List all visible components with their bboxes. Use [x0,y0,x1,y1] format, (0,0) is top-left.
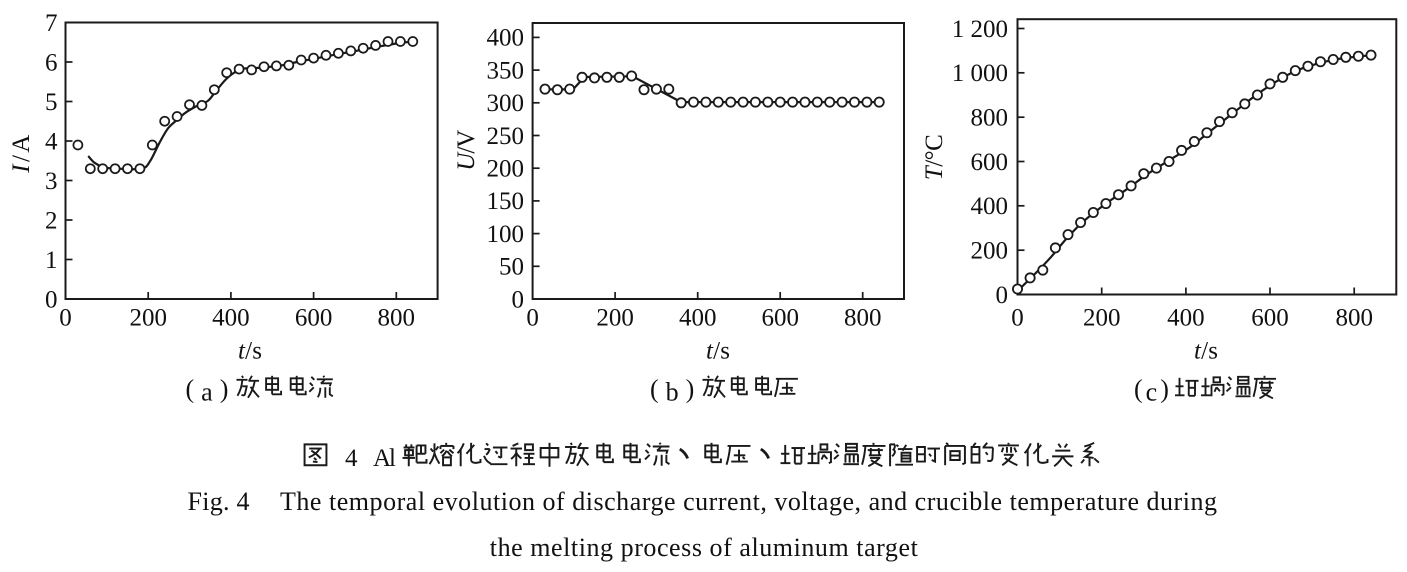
svg-text:600: 600 [761,305,799,332]
svg-text:1 200: 1 200 [952,16,1008,43]
svg-text:250: 250 [487,123,525,150]
svg-text:0: 0 [45,286,58,313]
svg-text:800: 800 [971,105,1009,132]
svg-text:150: 150 [487,188,525,215]
svg-text:The temporal evolution of disc: The temporal evolution of discharge curr… [280,487,1217,516]
svg-text:350: 350 [487,57,525,84]
svg-text:600: 600 [1251,305,1289,332]
svg-text:t/s: t/s [706,338,730,365]
svg-text:100: 100 [487,221,525,248]
svg-text:50: 50 [499,254,524,281]
svg-text:6: 6 [45,49,58,76]
svg-text:(b): (b) [650,375,701,407]
svg-text:800: 800 [844,305,882,332]
svg-text:600: 600 [295,305,333,332]
svg-text:800: 800 [378,305,416,332]
svg-text:800: 800 [1335,305,1373,332]
svg-text:400: 400 [971,193,1009,220]
svg-text:400: 400 [212,305,250,332]
svg-text:4: 4 [45,128,58,155]
svg-text:T/°C: T/°C [921,134,948,180]
svg-text:(c): (c) [1134,375,1172,407]
svg-text:U/V: U/V [453,130,480,171]
svg-text:t/s: t/s [238,338,262,365]
svg-text:5: 5 [45,89,58,116]
svg-text:200: 200 [596,305,634,332]
svg-text:200: 200 [487,156,525,183]
svg-text:300: 300 [487,90,525,117]
svg-text:1 000: 1 000 [952,60,1008,87]
svg-text:200: 200 [129,305,167,332]
svg-text:the melting process of aluminu: the melting process of aluminum target [490,533,919,562]
svg-text:600: 600 [971,149,1009,176]
svg-text:0: 0 [59,305,72,332]
svg-text:Al: Al [373,445,396,472]
svg-text:Fig. 4: Fig. 4 [188,487,250,516]
svg-text:4: 4 [345,445,358,472]
svg-text:(a): (a) [186,375,236,407]
svg-text:200: 200 [1083,305,1121,332]
svg-text:t/s: t/s [1194,338,1218,365]
svg-text:7: 7 [45,10,58,37]
svg-text:400: 400 [1167,305,1205,332]
svg-text:I/A: I/A [8,135,35,174]
svg-text:1: 1 [45,247,58,274]
svg-text:400: 400 [679,305,717,332]
svg-text:3: 3 [45,168,58,195]
svg-text:200: 200 [971,238,1009,265]
svg-text:0: 0 [1011,305,1024,332]
svg-text:0: 0 [526,305,539,332]
svg-text:2: 2 [45,207,58,234]
svg-text:0: 0 [512,286,525,313]
svg-text:0: 0 [996,282,1009,309]
svg-text:400: 400 [487,25,525,52]
